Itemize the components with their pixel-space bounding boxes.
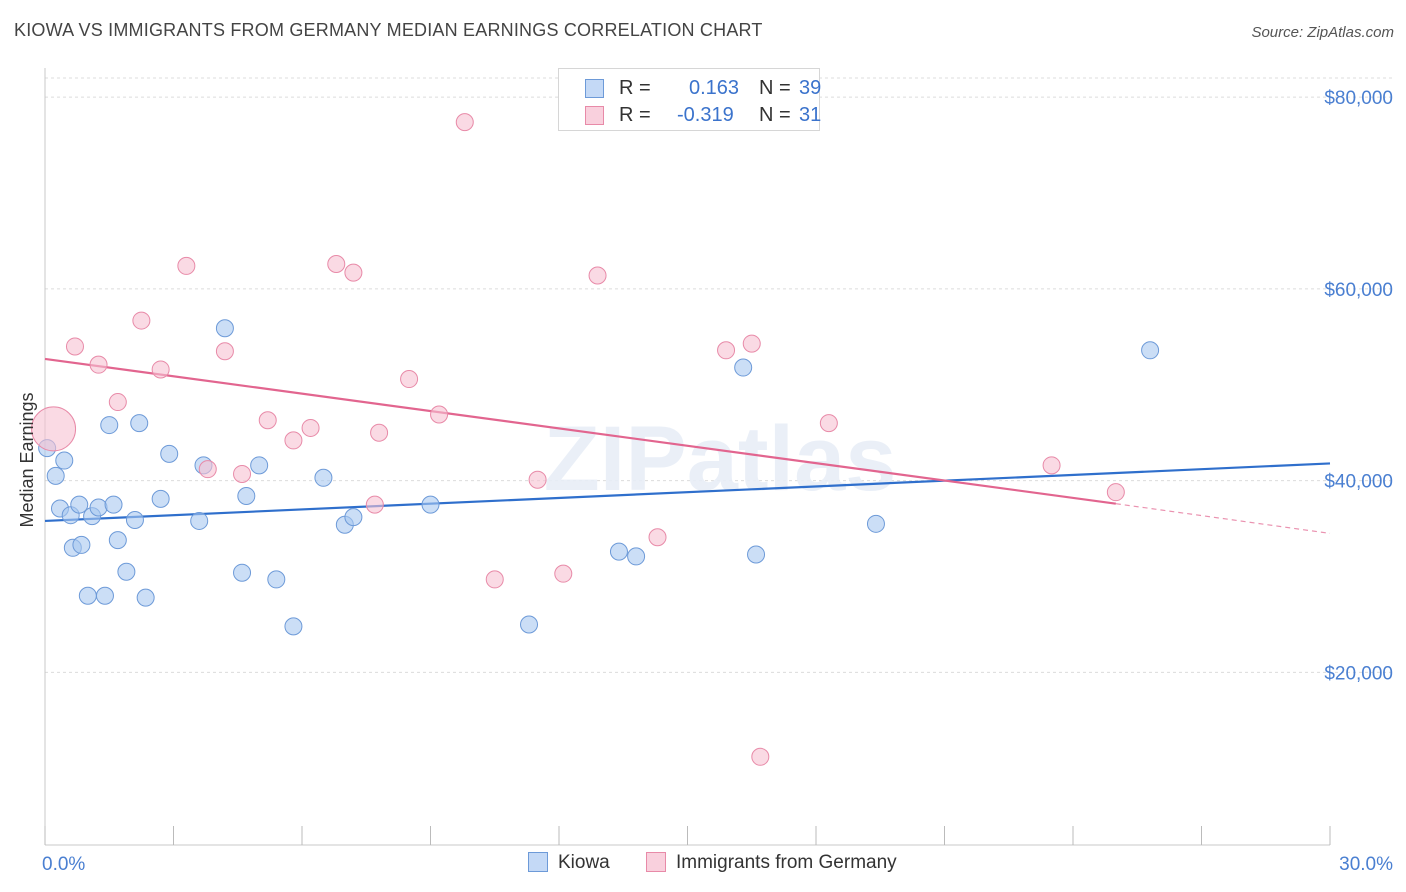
germany-point bbox=[301, 418, 320, 437]
kiowa-point bbox=[108, 531, 127, 550]
kiowa-point bbox=[160, 444, 179, 463]
germany-swatch bbox=[585, 106, 604, 125]
germany-point bbox=[400, 370, 419, 389]
germany-point bbox=[284, 431, 303, 450]
germany-point bbox=[648, 528, 667, 547]
n-value: 39 bbox=[799, 77, 822, 99]
germany-point bbox=[455, 113, 474, 132]
kiowa-point bbox=[314, 468, 333, 487]
kiowa-point bbox=[130, 414, 149, 433]
chart-title: KIOWA VS IMMIGRANTS FROM GERMANY MEDIAN … bbox=[14, 20, 763, 40]
kiowa-swatch bbox=[585, 79, 604, 98]
kiowa-point bbox=[237, 487, 256, 506]
kiowa-point bbox=[1141, 341, 1160, 360]
germany-point bbox=[742, 334, 761, 353]
watermark: ZIPatlas bbox=[544, 408, 897, 510]
r-label: R = bbox=[619, 77, 651, 99]
kiowa-point bbox=[95, 586, 114, 605]
germany-point bbox=[258, 411, 277, 430]
kiowa-point bbox=[609, 542, 628, 561]
germany-point bbox=[65, 337, 84, 356]
germany-point bbox=[370, 423, 389, 442]
y-tick-label: $20,000 bbox=[1324, 663, 1393, 684]
y-tick-label: $60,000 bbox=[1324, 280, 1393, 301]
correlation-legend: R = 0.163 N = 39 R = -0.319 N = 31 bbox=[558, 68, 822, 131]
kiowa-point bbox=[421, 495, 440, 514]
germany-point bbox=[89, 355, 108, 374]
kiowa-point bbox=[70, 495, 89, 514]
kiowa-legend-label: Kiowa bbox=[558, 852, 610, 873]
germany-point bbox=[177, 256, 196, 275]
germany-point bbox=[717, 341, 736, 360]
germany-point bbox=[1106, 483, 1125, 502]
germany-point bbox=[151, 360, 170, 379]
bottom-legend-kiowa: Kiowa bbox=[528, 852, 610, 876]
bottom-legend-germany: Immigrants from Germany bbox=[646, 852, 897, 876]
kiowa-point bbox=[215, 319, 234, 338]
kiowa-point bbox=[344, 508, 363, 527]
x-tick-label: 30.0% bbox=[1339, 854, 1393, 875]
kiowa-point bbox=[46, 466, 65, 485]
kiowa-point bbox=[190, 511, 209, 530]
kiowa-point bbox=[100, 416, 119, 435]
germany-point bbox=[365, 495, 384, 514]
germany-point bbox=[108, 393, 127, 412]
kiowa-point bbox=[627, 547, 646, 566]
kiowa-point bbox=[125, 510, 144, 529]
trend-lines bbox=[44, 357, 1331, 535]
germany-point bbox=[344, 263, 363, 282]
germany-legend-label: Immigrants from Germany bbox=[676, 852, 897, 873]
kiowa-point bbox=[89, 498, 108, 517]
germany-point bbox=[528, 470, 547, 489]
germany-point bbox=[198, 460, 217, 479]
kiowa-point bbox=[734, 358, 753, 377]
n-label: N = bbox=[759, 77, 791, 99]
kiowa-point bbox=[284, 617, 303, 636]
germany-point bbox=[819, 414, 838, 433]
germany-point bbox=[751, 747, 770, 766]
y-axis-label: Median Earnings bbox=[17, 392, 37, 527]
kiowa-point bbox=[72, 535, 91, 554]
kiowa-point bbox=[250, 456, 269, 475]
kiowa-point bbox=[233, 563, 252, 582]
kiowa-point bbox=[151, 489, 170, 508]
kiowa-point bbox=[136, 588, 155, 607]
kiowa-point bbox=[55, 451, 74, 470]
kiowa-legend-swatch bbox=[528, 852, 548, 872]
germany-point bbox=[233, 464, 252, 483]
kiowa-point bbox=[78, 586, 97, 605]
kiowa-point bbox=[104, 495, 123, 514]
n-label: N = bbox=[759, 104, 791, 126]
kiowa-point bbox=[520, 615, 539, 634]
kiowa-point bbox=[747, 545, 766, 564]
germany-point bbox=[485, 570, 504, 589]
germany-trend-line-extension bbox=[1115, 503, 1331, 535]
germany-legend-swatch bbox=[646, 852, 666, 872]
x-tick-label: 0.0% bbox=[42, 854, 85, 875]
kiowa-trend-line bbox=[44, 462, 1331, 523]
germany-point bbox=[132, 311, 151, 330]
germany-point bbox=[327, 254, 346, 273]
kiowa-point bbox=[267, 570, 286, 589]
germany-point bbox=[215, 342, 234, 361]
germany-point bbox=[430, 405, 449, 424]
r-value: 0.163 bbox=[689, 77, 740, 99]
r-value: -0.319 bbox=[677, 104, 734, 126]
chart-source: Source: ZipAtlas.com bbox=[1251, 24, 1394, 41]
n-value: 31 bbox=[799, 104, 822, 126]
germany-point bbox=[31, 406, 77, 452]
kiowa-point bbox=[117, 562, 136, 581]
y-tick-label: $40,000 bbox=[1324, 472, 1393, 493]
y-tick-label: $80,000 bbox=[1324, 88, 1393, 109]
germany-point bbox=[588, 266, 607, 285]
r-label: R = bbox=[619, 104, 651, 126]
germany-trend-line bbox=[44, 357, 1116, 505]
grid-lines bbox=[45, 77, 1392, 673]
germany-point bbox=[1042, 456, 1061, 475]
data-points bbox=[31, 113, 1160, 766]
germany-point bbox=[554, 564, 573, 583]
kiowa-point bbox=[866, 514, 885, 533]
tick-labels: $20,000 $40,000 $60,000 $80,000 0.0% 30.0% bbox=[42, 88, 1393, 875]
